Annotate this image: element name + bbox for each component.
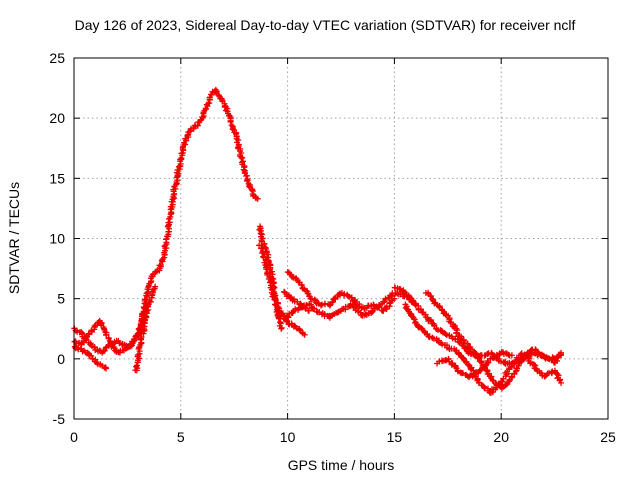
series-5 [256, 242, 285, 332]
data-point [351, 298, 358, 305]
x-tick-label: 0 [70, 429, 78, 445]
data-point [399, 288, 406, 295]
data-point [133, 363, 140, 370]
x-tick-label: 20 [493, 429, 509, 445]
data-point [391, 295, 398, 302]
y-tick-label: -5 [53, 411, 66, 427]
data-point [101, 347, 108, 354]
series-3 [132, 283, 159, 374]
y-tick-label: 5 [57, 291, 65, 307]
data-point [558, 349, 565, 356]
data-point [157, 262, 164, 269]
series-1 [71, 301, 150, 356]
data-point [310, 306, 317, 313]
data-point [453, 329, 460, 336]
data-point [263, 266, 270, 273]
data-point [88, 327, 95, 334]
data-point [344, 292, 351, 299]
data-point [186, 128, 193, 135]
series-12 [434, 348, 515, 381]
x-axis-label: GPS time / hours [288, 457, 395, 473]
data-point [302, 304, 309, 311]
data-point [535, 351, 542, 358]
data-point [485, 370, 492, 377]
data-point [347, 301, 354, 308]
data-point [103, 365, 110, 372]
data-point [146, 297, 153, 304]
data-point [208, 91, 215, 98]
data-point [243, 172, 250, 179]
data-point [194, 122, 201, 129]
data-point [152, 283, 159, 290]
data-point [508, 352, 515, 359]
series-2 [71, 343, 110, 372]
data-point [417, 306, 424, 313]
data-point [442, 357, 449, 364]
data-point [275, 315, 282, 322]
x-tick-label: 15 [387, 429, 403, 445]
data-point [465, 361, 472, 368]
data-point [428, 293, 435, 300]
data-point [133, 362, 140, 369]
data-point [162, 242, 169, 249]
x-tick-label: 5 [177, 429, 185, 445]
data-point [558, 379, 565, 386]
data-point [244, 177, 251, 184]
data-point [285, 314, 292, 321]
series-0 [71, 86, 261, 356]
chart-title: Day 126 of 2023, Sidereal Day-to-day VTE… [75, 17, 576, 33]
y-tick-label: 15 [49, 170, 65, 186]
data-point [462, 345, 469, 352]
data-point [298, 282, 305, 289]
data-point [254, 195, 261, 202]
data-point [414, 323, 421, 330]
data-point [228, 122, 235, 129]
series-8 [281, 288, 312, 314]
data-point [307, 301, 314, 308]
data-point [278, 325, 285, 332]
data-point [301, 331, 308, 338]
data-point [442, 330, 449, 337]
data-point [144, 302, 151, 309]
series-10 [402, 301, 565, 397]
data-point [294, 298, 301, 305]
data-point [382, 304, 389, 311]
data-point [292, 306, 299, 313]
y-tick-label: 0 [57, 351, 65, 367]
data-point [321, 300, 328, 307]
x-tick-label: 10 [280, 429, 296, 445]
y-tick-label: 20 [49, 110, 65, 126]
data-point [305, 307, 312, 314]
data-point [245, 183, 252, 190]
data-point [317, 302, 324, 309]
data-point [464, 340, 471, 347]
series-7 [284, 269, 398, 314]
data-marks [71, 86, 565, 397]
data-point [348, 294, 355, 301]
data-point [386, 300, 393, 307]
grid-lines [74, 58, 608, 419]
data-point [91, 323, 98, 330]
data-point [227, 118, 234, 125]
data-point [143, 290, 150, 297]
series-11 [422, 289, 565, 392]
y-tick-label: 10 [49, 231, 65, 247]
y-tick-label: 25 [49, 50, 65, 66]
data-point [296, 326, 303, 333]
y-axis-label: SDTVAR / TECUs [6, 182, 22, 294]
x-tick-label: 25 [600, 429, 616, 445]
data-point [431, 300, 438, 307]
data-point [479, 363, 486, 370]
